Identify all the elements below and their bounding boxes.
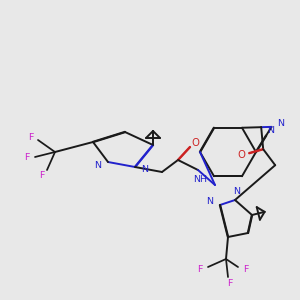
Text: F: F — [24, 152, 30, 161]
Text: N: N — [267, 126, 274, 135]
Text: O: O — [237, 150, 245, 160]
Text: F: F — [197, 265, 203, 274]
Text: N: N — [94, 160, 101, 169]
Text: F: F — [28, 134, 34, 142]
Text: N: N — [206, 197, 214, 206]
Text: F: F — [243, 265, 249, 274]
Text: N: N — [277, 119, 284, 128]
Text: NH: NH — [193, 175, 207, 184]
Text: N: N — [142, 166, 148, 175]
Text: F: F — [227, 280, 233, 289]
Text: F: F — [39, 170, 45, 179]
Text: N: N — [233, 187, 241, 196]
Text: O: O — [191, 138, 199, 148]
